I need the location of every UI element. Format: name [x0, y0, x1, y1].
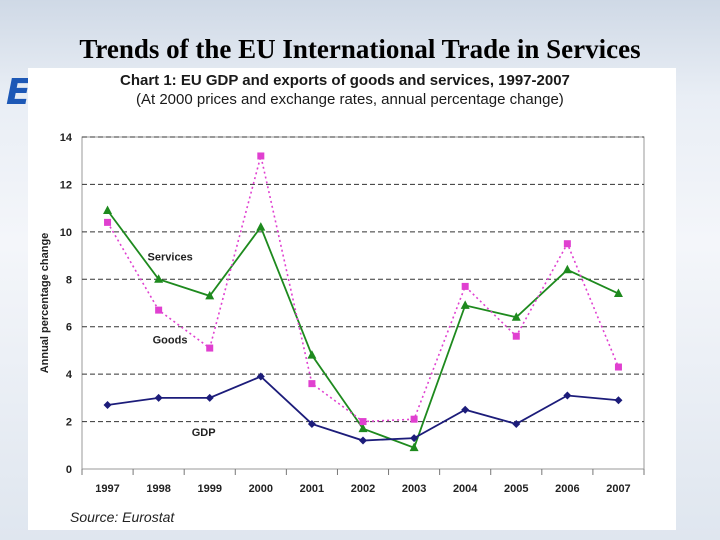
- data-point-services: [307, 350, 317, 359]
- data-point-gdp: [410, 434, 419, 443]
- data-point-goods: [104, 218, 112, 226]
- data-point-goods: [410, 415, 418, 423]
- data-point-gdp: [256, 372, 265, 381]
- data-point-services: [358, 423, 368, 433]
- data-point-gdp: [461, 405, 470, 414]
- data-point-goods: [155, 306, 163, 314]
- x-tick-label: 2002: [351, 483, 375, 495]
- data-point-services: [562, 264, 572, 274]
- y-tick-label: 8: [66, 274, 72, 286]
- data-point-goods: [257, 152, 265, 160]
- y-tick-label: 4: [66, 369, 73, 381]
- data-point-gdp: [103, 400, 112, 409]
- x-tick-label: 2006: [555, 483, 579, 495]
- series-label-goods: Goods: [153, 334, 188, 346]
- data-point-gdp: [307, 419, 316, 428]
- data-point-services: [205, 290, 215, 300]
- x-tick-label: 1997: [95, 483, 119, 495]
- data-point-services: [409, 442, 419, 452]
- data-point-services: [511, 312, 521, 321]
- line-chart: 0 2 4 6 8 10 12 14 1997 1998 1999 2000 2001 2002 2003 2…: [39, 132, 645, 495]
- data-point-goods: [308, 380, 316, 388]
- series-label-services: Services: [148, 251, 193, 263]
- x-tick-label: 1998: [146, 483, 170, 495]
- y-tick-label: 10: [60, 227, 72, 239]
- y-tick-label: 6: [66, 322, 72, 334]
- data-point-goods: [359, 418, 367, 426]
- data-point-gdp: [512, 419, 521, 428]
- chart-title: Chart 1: EU GDP and exports of goods and…: [120, 72, 570, 89]
- data-point-goods: [206, 344, 214, 352]
- data-point-goods: [563, 240, 571, 248]
- series-label-gdp: GDP: [192, 427, 216, 439]
- y-tick-label: 2: [66, 417, 72, 429]
- x-tick-label: 2005: [504, 483, 528, 495]
- slide-title: Trends of the EU International Trade in …: [79, 34, 641, 64]
- data-point-goods: [461, 282, 469, 290]
- x-tick-label: 2001: [300, 483, 324, 495]
- x-tick-label: 2000: [249, 483, 273, 495]
- data-point-gdp: [154, 393, 163, 402]
- x-tick-label: 1999: [197, 483, 221, 495]
- chart-panel: Chart 1: EU GDP and exports of goods and…: [28, 68, 676, 530]
- data-point-gdp: [359, 436, 367, 445]
- data-point-gdp: [563, 391, 572, 400]
- x-tick-label: 2003: [402, 483, 426, 495]
- plot-area: [81, 136, 645, 470]
- data-point-gdp: [614, 396, 623, 405]
- x-tick-label: 2007: [606, 483, 630, 495]
- data-point-goods: [614, 363, 622, 371]
- y-tick-label: 0: [66, 464, 72, 476]
- chart-subtitle: (At 2000 prices and exchange rates, annu…: [136, 91, 564, 108]
- x-tick-label: 2004: [453, 483, 478, 495]
- data-point-gdp: [205, 393, 214, 402]
- data-point-goods: [512, 332, 520, 340]
- y-tick-label: 12: [60, 179, 72, 191]
- data-point-services: [256, 222, 266, 231]
- y-axis-label: Annual percentage change: [39, 233, 51, 374]
- data-point-services: [103, 205, 113, 215]
- chart-source: Source: Eurostat: [70, 509, 175, 525]
- data-point-services: [460, 300, 470, 309]
- data-point-services: [154, 274, 164, 283]
- y-tick-label: 14: [60, 132, 73, 144]
- data-point-services: [613, 288, 623, 298]
